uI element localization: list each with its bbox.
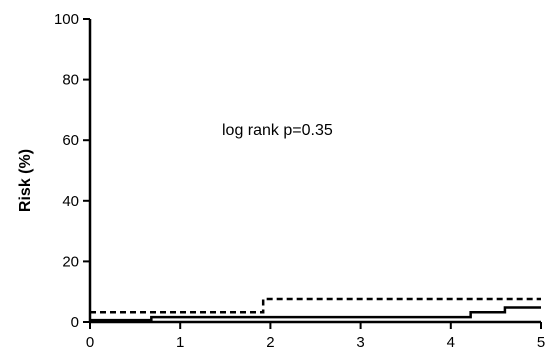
y-tick-label: 60 — [62, 132, 79, 149]
y-tick-label: 40 — [62, 193, 79, 210]
x-tick-label: 1 — [176, 334, 184, 351]
series-layer — [90, 297, 541, 322]
y-tick-label: 80 — [62, 72, 79, 89]
log-rank-annotation: log rank p=0.35 — [222, 122, 333, 139]
series-line-solid — [90, 306, 541, 322]
y-axis-title: Risk (%) — [17, 149, 34, 212]
x-tick-label: 4 — [447, 334, 455, 351]
x-tick-label: 5 — [537, 334, 545, 351]
series-line-dashed — [90, 297, 541, 314]
y-tick-label: 0 — [71, 314, 79, 331]
ticks-layer: 0 20 40 60 80 100 0 1 2 3 4 5 — [54, 11, 545, 351]
x-tick-label: 2 — [266, 334, 274, 351]
x-tick-label: 3 — [356, 334, 364, 351]
x-tick-label: 0 — [86, 334, 94, 351]
axes-layer — [88, 19, 541, 324]
y-tick-label: 20 — [62, 253, 79, 270]
y-tick-label: 100 — [54, 11, 79, 28]
